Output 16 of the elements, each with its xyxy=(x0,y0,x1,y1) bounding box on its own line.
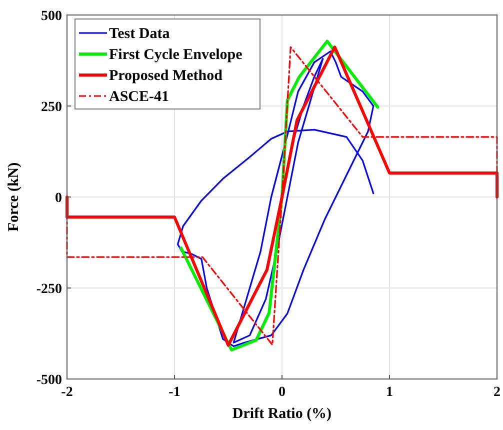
y-tick-label: -500 xyxy=(36,373,62,388)
y-axis-title: Force (kN) xyxy=(6,162,22,232)
x-axis-title: Drift Ratio (%) xyxy=(232,406,332,422)
y-tick-label: -250 xyxy=(36,282,62,297)
y-tick-label: 250 xyxy=(41,100,62,115)
y-tick-label: 0 xyxy=(55,191,62,206)
x-tick-label: 0 xyxy=(278,385,286,400)
x-tick-label: 2 xyxy=(494,385,500,400)
legend-label: First Cycle Envelope xyxy=(109,47,243,63)
legend-label: Test Data xyxy=(109,26,170,42)
legend-label: Proposed Method xyxy=(109,68,224,84)
y-tick-label: 500 xyxy=(41,9,62,24)
x-tick-label: 1 xyxy=(386,385,393,400)
x-tick-label: -2 xyxy=(61,385,73,400)
x-tick-label: -1 xyxy=(168,385,180,400)
legend-label: ASCE-41 xyxy=(109,89,170,105)
